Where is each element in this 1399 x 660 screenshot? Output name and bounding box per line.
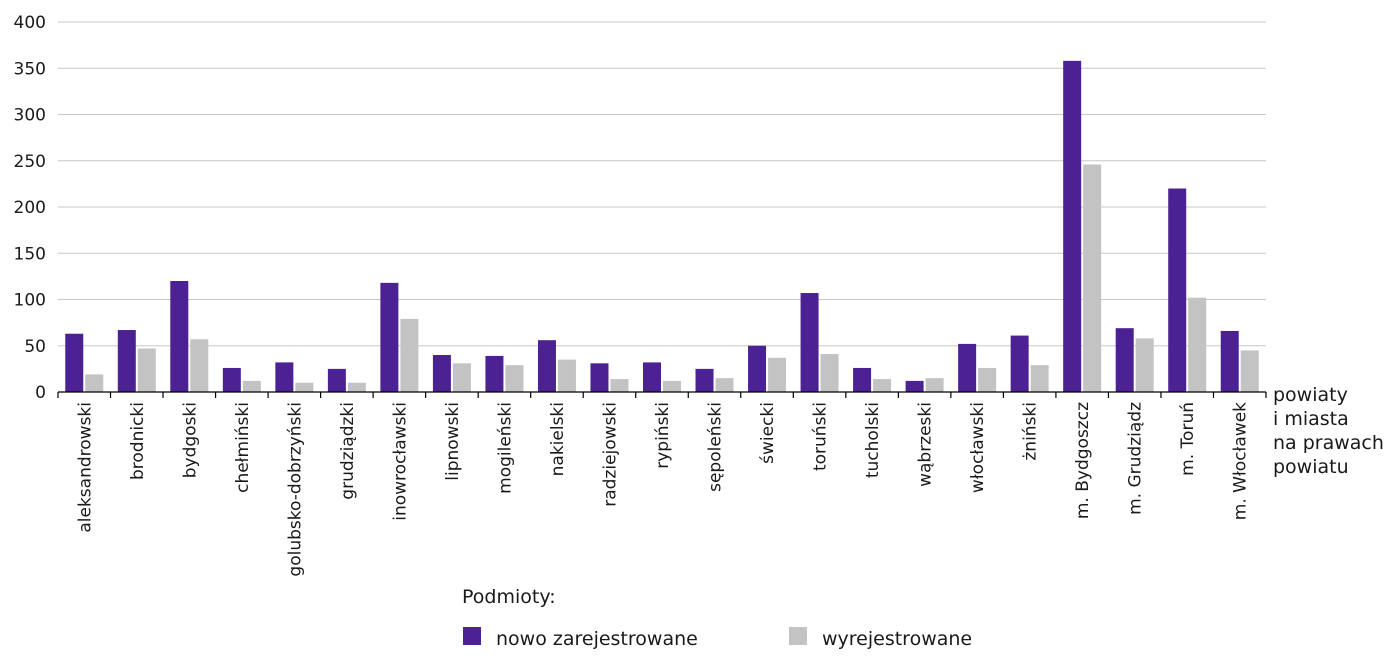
bar-nowo-zarejestrowane-11 <box>643 362 661 392</box>
x-tick-label-1: brodnicki <box>128 402 148 480</box>
bar-nowo-zarejestrowane-15 <box>853 367 872 392</box>
x-tick-label-13: świecki <box>758 402 778 464</box>
bar-nowo-zarejestrowane-13 <box>748 345 767 392</box>
bar-wyrejestrowane-15 <box>873 379 892 392</box>
x-axis-label-line-3: powiatu <box>1273 456 1349 478</box>
legend-label-wyrejestrowane: wyrejestrowane <box>822 628 972 650</box>
y-tick-label-150: 150 <box>14 244 46 264</box>
bar-nowo-zarejestrowane-22 <box>1220 330 1239 392</box>
legend-swatch-nowo-zarejestrowane <box>463 627 481 645</box>
bar-wyrejestrowane-9 <box>557 359 576 392</box>
bar-nowo-zarejestrowane-7 <box>432 355 451 392</box>
bar-nowo-zarejestrowane-17 <box>958 343 977 392</box>
bar-wyrejestrowane-7 <box>452 363 471 392</box>
x-tick-label-15: tucholski <box>863 402 883 478</box>
x-axis-label-line-2: na prawach <box>1273 432 1384 454</box>
bar-nowo-zarejestrowane-12 <box>695 368 714 392</box>
x-tick-label-9: nakielski <box>548 402 568 476</box>
x-tick-label-10: radziejowski <box>600 402 620 507</box>
y-tick-label-400: 400 <box>14 13 46 33</box>
legend-swatch-wyrejestrowane <box>789 627 807 645</box>
x-axis-ticks: aleksandrowski brodnicki bydgoski chełmińsk… <box>57 392 1267 577</box>
bar-nowo-zarejestrowane-21 <box>1168 188 1187 392</box>
bars <box>65 60 1259 392</box>
bar-wyrejestrowane-21 <box>1188 297 1207 392</box>
x-tick-label-11: rypiński <box>653 402 673 469</box>
x-axis-label-line-1: i miasta <box>1273 408 1349 430</box>
gridlines <box>58 21 1266 347</box>
bar-wyrejestrowane-1 <box>137 348 156 392</box>
x-tick-label-3: chełmiński <box>233 402 253 493</box>
x-tick-label-22: m. Włocławek <box>1231 402 1251 520</box>
bar-wyrejestrowane-14 <box>820 354 839 392</box>
bar-nowo-zarejestrowane-14 <box>800 293 819 392</box>
bar-wyrejestrowane-6 <box>400 318 419 392</box>
x-tick-label-8: mogileński <box>495 402 515 494</box>
x-tick-label-0: aleksandrowski <box>75 402 95 533</box>
bar-nowo-zarejestrowane-16 <box>905 380 924 392</box>
bar-nowo-zarejestrowane-8 <box>485 355 504 392</box>
bar-wyrejestrowane-17 <box>978 367 997 392</box>
bar-wyrejestrowane-18 <box>1030 365 1049 392</box>
bar-wyrejestrowane-4 <box>295 382 314 392</box>
y-axis-ticks: 0 50 100 150 200 250 300 350 400 <box>14 13 46 403</box>
x-tick-label-17: włocławski <box>968 402 988 493</box>
bar-nowo-zarejestrowane-19 <box>1063 60 1082 392</box>
x-tick-label-20: m. Grudziądz <box>1126 402 1146 515</box>
x-axis-label-line-0: powiaty <box>1273 384 1348 406</box>
bar-wyrejestrowane-16 <box>925 378 944 392</box>
bar-nowo-zarejestrowane-6 <box>380 282 399 392</box>
y-tick-label-200: 200 <box>14 198 46 218</box>
x-tick-label-5: grudziądzki <box>338 402 358 500</box>
bar-wyrejestrowane-22 <box>1240 350 1259 392</box>
bar-nowo-zarejestrowane-20 <box>1115 328 1134 392</box>
x-tick-label-14: toruński <box>811 402 831 471</box>
bar-nowo-zarejestrowane-18 <box>1010 335 1029 392</box>
bar-nowo-zarejestrowane-4 <box>275 362 294 392</box>
bar-nowo-zarejestrowane-0 <box>65 333 84 392</box>
y-tick-label-350: 350 <box>14 59 46 79</box>
legend: Podmioty: nowo zarejestrowane wyrejestro… <box>462 586 972 650</box>
bar-wyrejestrowane-20 <box>1135 338 1154 392</box>
y-tick-label-50: 50 <box>24 337 46 357</box>
y-tick-label-250: 250 <box>14 152 46 172</box>
bar-wyrejestrowane-19 <box>1083 164 1102 392</box>
x-tick-label-16: wąbrzeski <box>916 402 936 487</box>
x-tick-label-4: golubsko-dobrzyński <box>285 402 305 577</box>
bar-wyrejestrowane-8 <box>505 365 524 392</box>
bar-nowo-zarejestrowane-5 <box>327 368 346 392</box>
x-tick-label-6: inowrocławski <box>390 402 410 521</box>
bar-nowo-zarejestrowane-2 <box>170 281 189 392</box>
x-tick-label-19: m. Bydgoszcz <box>1073 402 1093 519</box>
bar-nowo-zarejestrowane-3 <box>222 367 241 392</box>
bar-wyrejestrowane-5 <box>347 382 366 392</box>
y-tick-label-300: 300 <box>14 106 46 126</box>
x-tick-label-7: lipnowski <box>443 402 463 481</box>
bar-wyrejestrowane-2 <box>190 339 209 392</box>
y-tick-label-0: 0 <box>35 383 46 403</box>
x-tick-label-2: bydgoski <box>180 402 200 478</box>
bar-nowo-zarejestrowane-10 <box>590 363 609 392</box>
legend-title: Podmioty: <box>462 586 556 608</box>
x-tick-label-21: m. Toruń <box>1178 402 1198 476</box>
x-tick-label-18: żniński <box>1021 402 1041 461</box>
legend-label-nowo-zarejestrowane: nowo zarejestrowane <box>496 628 698 650</box>
bar-wyrejestrowane-13 <box>768 357 787 392</box>
bar-wyrejestrowane-11 <box>663 380 681 392</box>
bar-nowo-zarejestrowane-9 <box>537 340 556 392</box>
bar-wyrejestrowane-12 <box>715 378 734 392</box>
bar-wyrejestrowane-3 <box>242 380 261 392</box>
bar-wyrejestrowane-0 <box>85 374 104 392</box>
x-tick-label-12: sępoleński <box>706 402 726 492</box>
bar-nowo-zarejestrowane-1 <box>117 330 136 392</box>
y-tick-label-100: 100 <box>14 291 46 311</box>
bar-wyrejestrowane-10 <box>610 379 629 392</box>
